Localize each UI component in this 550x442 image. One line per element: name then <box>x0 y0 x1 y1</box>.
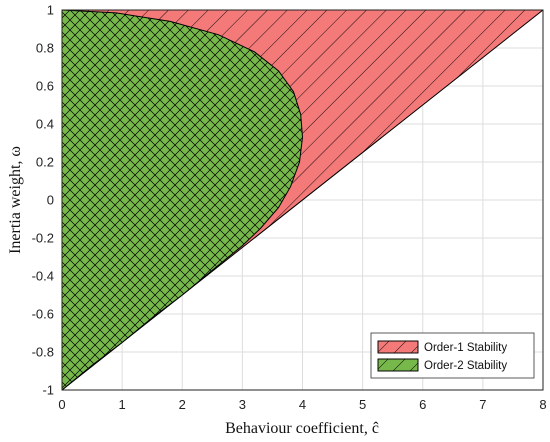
y-tick-label: 1 <box>47 3 54 18</box>
legend-swatch-order-1-hatch <box>377 340 419 354</box>
y-tick-label: -0.4 <box>32 269 54 284</box>
x-tick-label: 1 <box>119 397 126 412</box>
y-tick-label: -0.6 <box>32 307 54 322</box>
y-tick-label: 0.6 <box>36 79 54 94</box>
legend-label-order-2: Order-2 Stability <box>424 360 507 372</box>
x-tick-label: 5 <box>359 397 366 412</box>
x-axis-label: Behaviour coefficient, ĉ <box>225 420 379 437</box>
series-layer <box>62 10 543 390</box>
legend-swatch-order-2-hatch <box>377 358 419 372</box>
y-tick-label: -1 <box>42 383 54 398</box>
region-hatch-order-2-stability <box>62 10 304 390</box>
tick-labels: 0 1 2 3 4 5 6 7 8 -1 -0.8 -0.6 -0.4 -0.2 0 0.2 0.4 0.6 0.8… <box>32 3 547 413</box>
x-tick-label: 3 <box>239 397 246 412</box>
y-tick-label: -0.8 <box>32 345 54 360</box>
legend-label-order-1: Order-1 Stability <box>424 342 507 354</box>
plot-frame <box>61 9 544 391</box>
y-tick-label: 0 <box>47 193 54 208</box>
x-tick-label: 2 <box>179 397 186 412</box>
x-tick-label: 0 <box>58 397 65 412</box>
x-tick-label: 8 <box>539 397 546 412</box>
x-tick-label: 7 <box>479 397 486 412</box>
legend: Order-1 Stability Order-2 Stability <box>370 332 535 379</box>
y-tick-label: 0.4 <box>36 117 54 132</box>
y-axis-label: Inertia weight, ω <box>7 146 24 254</box>
y-tick-label: 0.2 <box>36 155 54 170</box>
x-tick-label: 4 <box>299 397 306 412</box>
x-tick-label: 6 <box>419 397 426 412</box>
y-tick-label: 0.8 <box>36 41 54 56</box>
y-tick-label: -0.2 <box>32 231 54 246</box>
